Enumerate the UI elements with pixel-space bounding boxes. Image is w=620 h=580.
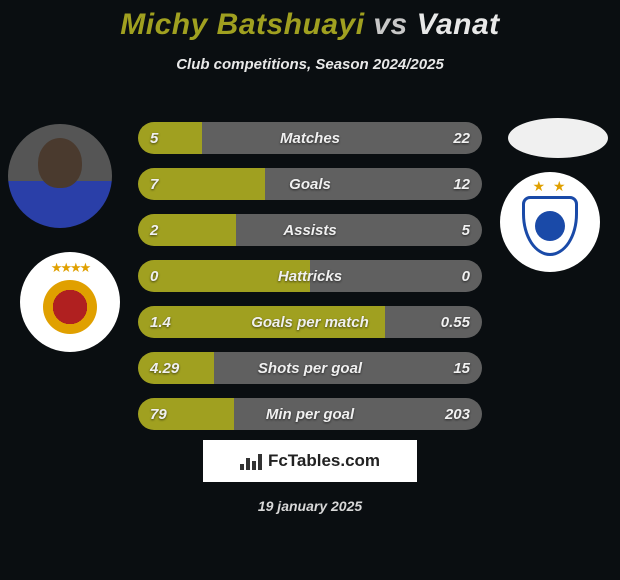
stat-row: 1.40.55Goals per match xyxy=(138,306,482,338)
stat-row: 79203Min per goal xyxy=(138,398,482,430)
stat-row: 4.2915Shots per goal xyxy=(138,352,482,384)
page-title: Michy Batshuayi vs Vanat xyxy=(0,0,620,42)
site-logo: FcTables.com xyxy=(203,440,417,482)
stat-row: 00Hattricks xyxy=(138,260,482,292)
player1-avatar xyxy=(8,124,112,228)
club-stars: ★★★★ xyxy=(20,260,120,276)
club-stars: ★ ★ xyxy=(500,178,600,195)
site-name: FcTables.com xyxy=(268,451,380,471)
player1-club-badge: ★★★★ xyxy=(20,252,120,352)
player2-avatar xyxy=(508,118,608,158)
club-crest-icon xyxy=(522,196,578,256)
comparison-card: Michy Batshuayi vs Vanat Club competitio… xyxy=(0,0,620,580)
player2-club-badge: ★ ★ xyxy=(500,172,600,272)
stat-label: Goals per match xyxy=(138,306,482,338)
club-crest-icon xyxy=(43,280,97,334)
stat-row: 25Assists xyxy=(138,214,482,246)
stat-label: Hattricks xyxy=(138,260,482,292)
stat-label: Shots per goal xyxy=(138,352,482,384)
stat-row: 522Matches xyxy=(138,122,482,154)
stat-label: Assists xyxy=(138,214,482,246)
player1-name: Michy Batshuayi xyxy=(120,8,364,41)
bar-chart-icon xyxy=(240,452,262,470)
player2-name: Vanat xyxy=(417,8,500,41)
subtitle: Club competitions, Season 2024/2025 xyxy=(0,56,620,73)
stat-label: Min per goal xyxy=(138,398,482,430)
stat-label: Matches xyxy=(138,122,482,154)
vs-label: vs xyxy=(373,8,407,41)
stats-table: 522Matches 712Goals 25Assists 00Hattricks 1.… xyxy=(138,122,482,444)
date-label: 19 january 2025 xyxy=(0,498,620,514)
stat-label: Goals xyxy=(138,168,482,200)
stat-row: 712Goals xyxy=(138,168,482,200)
